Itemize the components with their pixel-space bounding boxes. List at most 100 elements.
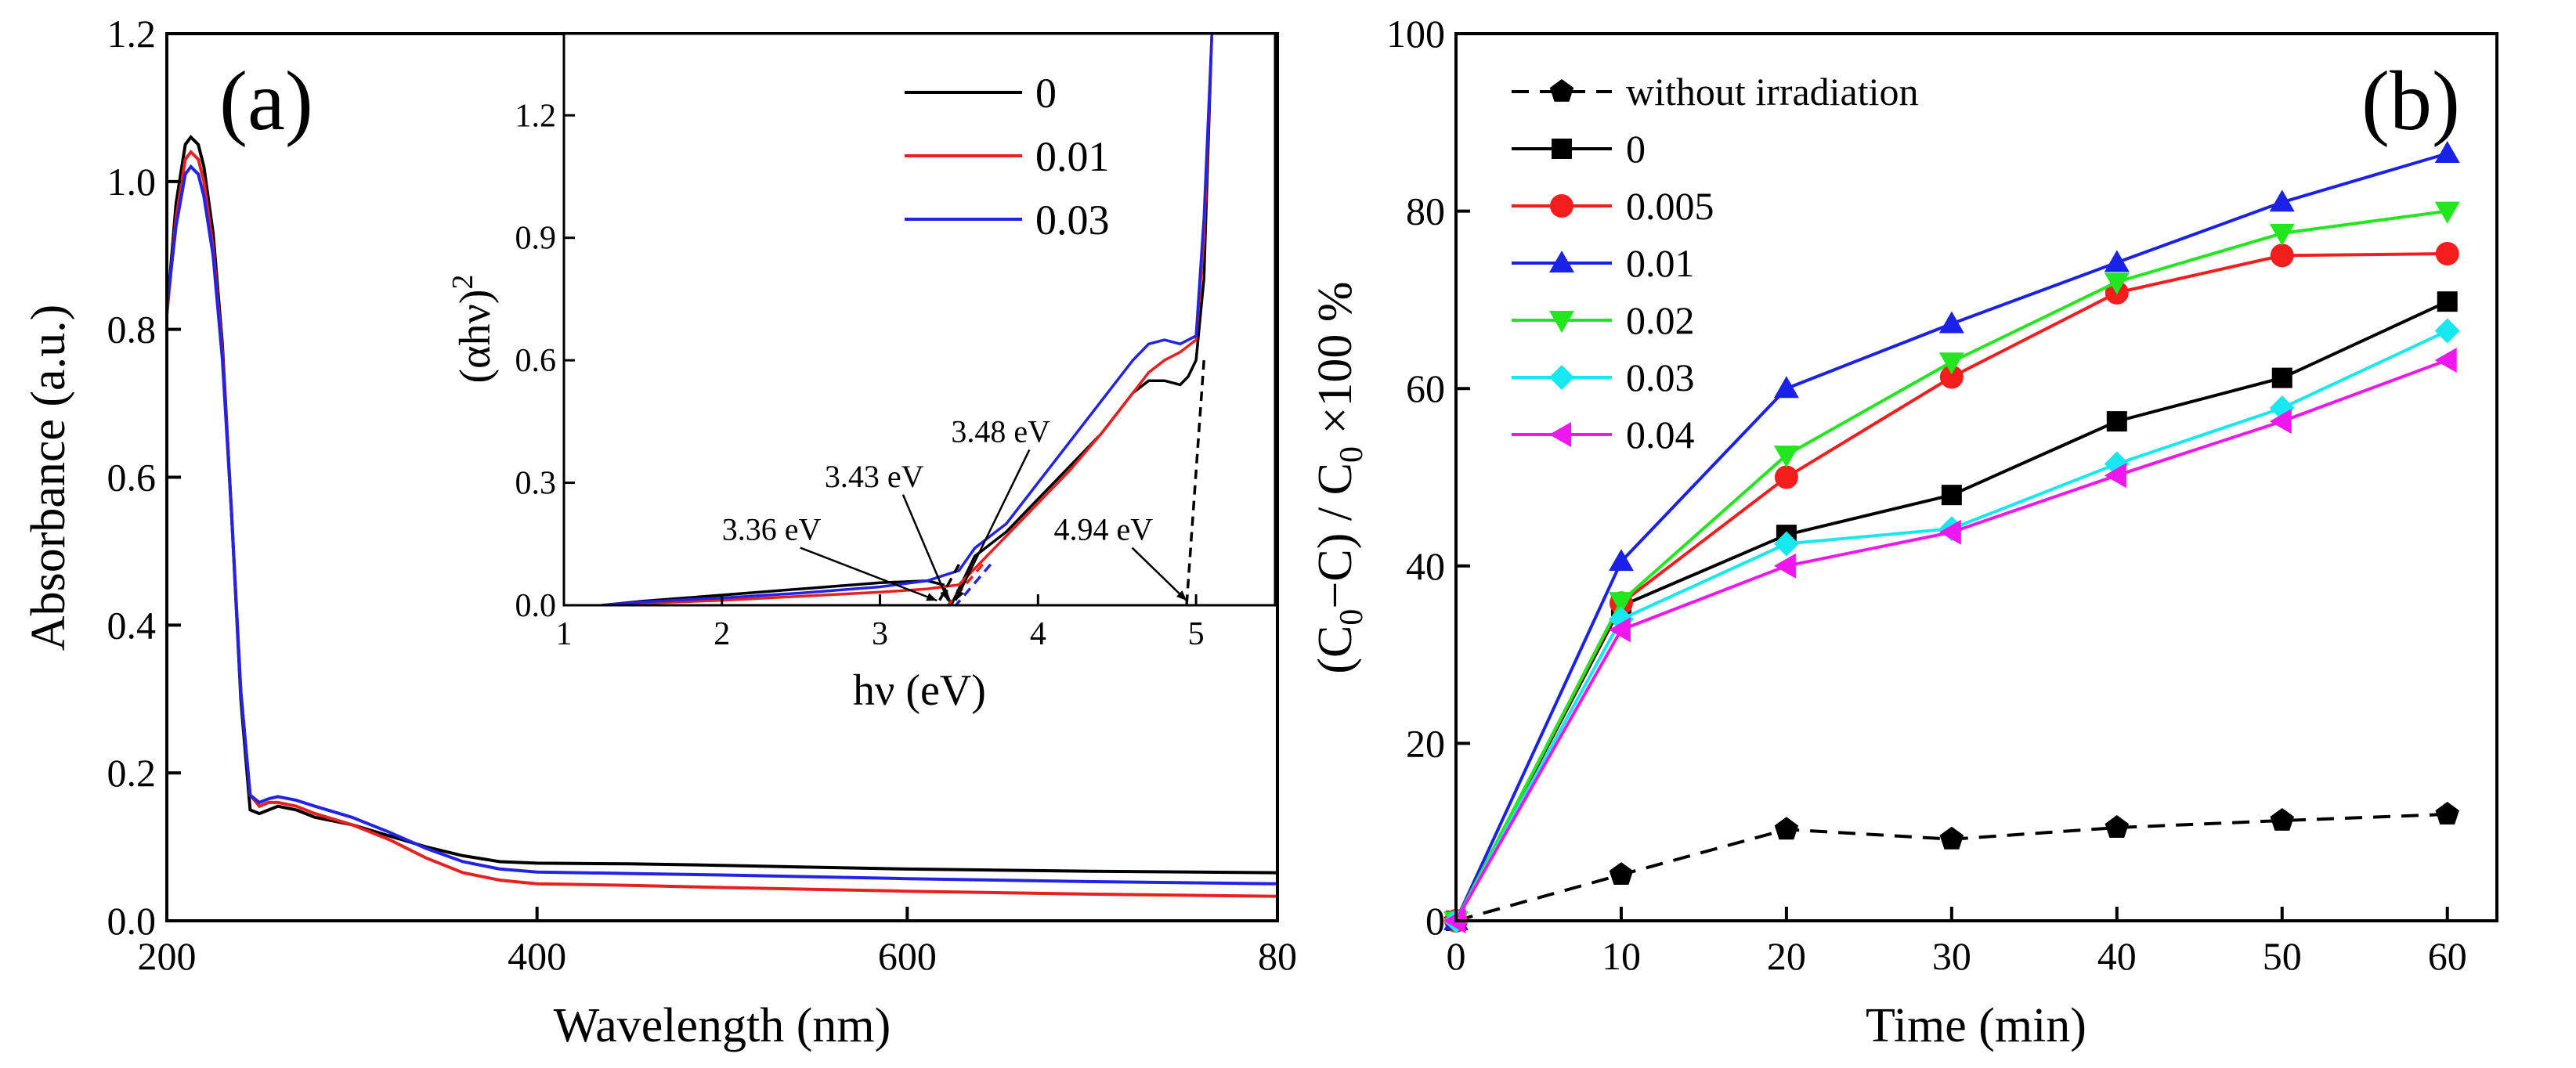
panel-a-ticks: 200 400 600 80 0.0 0.2 0.4 0.6 0.8 1.0 1.2 (107, 12, 1298, 978)
legend-swatch-marker (1549, 422, 1571, 447)
legend-swatch-marker (1549, 365, 1574, 390)
inset-y-tick-label: 1.2 (515, 98, 557, 134)
b-x-tick-label: 30 (1932, 934, 1971, 978)
data-point-marker (1938, 352, 1964, 375)
panel-b-ticks: 0 10 20 30 40 50 60 0 20 40 60 80 100 (1386, 12, 2467, 978)
inset-annotations: 3.36 eV3.43 eV 3.48 eV 4.94 eV (722, 413, 1187, 602)
data-point-marker (1773, 376, 1799, 399)
data-point-marker (1609, 862, 1634, 885)
inset-legend-label: 0.01 (1035, 133, 1110, 180)
panel-a-series-group (165, 135, 1278, 898)
legend-label: 0.005 (1626, 184, 1714, 228)
inset-y-tick-label: 0.9 (515, 221, 557, 257)
inset-legend: 0 0.01 0.03 (905, 70, 1110, 244)
data-point-marker (2437, 291, 2458, 312)
a-y-tick-label: 0.4 (107, 603, 157, 647)
absorbance-line-0.03 (165, 164, 1278, 886)
inset-x-tick-label: 4 (1030, 616, 1046, 652)
a-x-tick-label: 600 (878, 934, 937, 978)
inset-x-tick-label: 1 (556, 616, 573, 652)
legend-label: 0.01 (1626, 241, 1695, 285)
b-x-tick-label: 20 (1767, 934, 1806, 978)
legend-swatch-marker (1550, 194, 1573, 218)
data-point-marker (2104, 463, 2126, 489)
inset-y-axis-title-sup: 2 (446, 275, 479, 290)
legend-swatch-marker (1549, 311, 1574, 333)
inset-y-tick-label: 0.6 (515, 343, 557, 379)
tangent-line (1185, 359, 1205, 605)
inset-background (564, 34, 1275, 605)
data-point-marker (1939, 365, 1964, 389)
b-x-tick-label: 40 (2097, 934, 2137, 978)
inset-series-group (602, 34, 1214, 605)
tauc-line-0.03 (602, 34, 1214, 605)
inset-x-tick-label: 3 (872, 616, 888, 652)
annotation-arrow-line (1131, 547, 1187, 601)
data-point-marker (2434, 318, 2460, 344)
b-x-tick-label: 60 (2428, 934, 2467, 978)
data-point-marker (1608, 617, 1631, 643)
inset-legend-label: 0.03 (1035, 197, 1110, 244)
panel-a-inset-tauc-plot: 1 2 3 4 5 0.0 0.3 0.6 0.9 1.2 hν (eV) (αhν)2 0 0.0… (446, 32, 1277, 715)
annotation-arrow-head (1176, 590, 1187, 601)
annotation-arrow-line (901, 494, 949, 601)
bandgap-annotation: 3.48 eV (951, 413, 1050, 449)
data-point-marker (2435, 241, 2459, 265)
inset-y-tick-label: 0.3 (515, 466, 557, 502)
data-point-marker (1941, 485, 1962, 506)
panel-a-absorbance-chart: 200 400 600 80 0.0 0.2 0.4 0.6 0.8 1.0 1.2 (a) Wav… (22, 12, 1297, 1052)
data-point-marker (2434, 201, 2460, 224)
y-title-part-3: ×100 % (1309, 281, 1362, 446)
bandgap-annotation: 4.94 eV (1054, 512, 1154, 547)
annotation-arrow-head (956, 590, 964, 601)
inset-clip-group (602, 34, 1214, 605)
a-y-tick-label: 0.0 (107, 899, 157, 943)
panel-b-plot-frame (1454, 32, 2498, 922)
panel-b-x-axis-title: Time (min) (1866, 999, 2086, 1052)
inset-x-tick-label: 5 (1188, 616, 1205, 652)
annotation-arrow-head (940, 590, 948, 601)
tauc-line-0.01 (602, 34, 1214, 605)
data-point-marker (2269, 223, 2295, 246)
inset-y-tick-label: 0.0 (515, 588, 557, 624)
data-point-marker (2106, 411, 2127, 432)
inset-legend-label: 0 (1035, 70, 1057, 117)
y-title-part-1: (C (1309, 626, 1362, 674)
panel-b-y-axis-title: (C0−C) / C0 ×100 % (1309, 281, 1370, 673)
annotation-arrow-line (955, 449, 1031, 601)
legend-swatch-marker (1552, 139, 1572, 159)
a-y-tick-label: 1.0 (107, 160, 157, 204)
panel-b-series-group (1443, 140, 2460, 933)
bandgap-annotation: 3.43 eV (825, 459, 924, 494)
inset-x-tick-label: 2 (714, 616, 730, 652)
b-y-tick-label: 20 (1406, 721, 1445, 765)
tangent-line (946, 563, 985, 605)
a-y-tick-label: 0.6 (107, 456, 157, 500)
inset-y-axis-title: (αhν)2 (446, 275, 500, 384)
data-point-marker (1774, 817, 1799, 840)
data-point-marker (1608, 549, 1634, 572)
legend-label: 0.02 (1626, 298, 1695, 342)
data-point-marker (1773, 531, 1799, 557)
legend-label: 0.04 (1626, 413, 1695, 456)
panel-a-y-axis-title: Absorbance (a.u.) (22, 305, 75, 651)
data-point-marker (1938, 519, 1961, 545)
absorbance-line-0.01 (165, 150, 1278, 898)
a-y-tick-label: 0.8 (107, 308, 157, 352)
data-point-marker (2104, 250, 2130, 272)
panel-a-label: (a) (219, 55, 313, 148)
panel-b-degradation-chart: 0 10 20 30 40 50 60 0 20 40 60 80 100 (b) Time (min)… (1309, 12, 2498, 1052)
b-y-tick-label: 40 (1406, 544, 1445, 588)
a-x-tick-label: 80 (1258, 934, 1297, 978)
data-point-marker (2434, 347, 2457, 373)
annotation-arrow-head (926, 593, 938, 601)
legend-label: without irradiation (1626, 70, 1919, 114)
b-x-tick-label: 10 (1602, 934, 1641, 978)
data-point-marker (2270, 244, 2294, 268)
legend-swatch-marker (1549, 251, 1574, 272)
a-y-tick-label: 0.2 (107, 751, 157, 795)
y-title-part-2: −C) / C (1309, 463, 1362, 609)
inset-x-axis-title: hν (eV) (853, 666, 986, 715)
b-y-tick-label: 60 (1406, 366, 1445, 410)
